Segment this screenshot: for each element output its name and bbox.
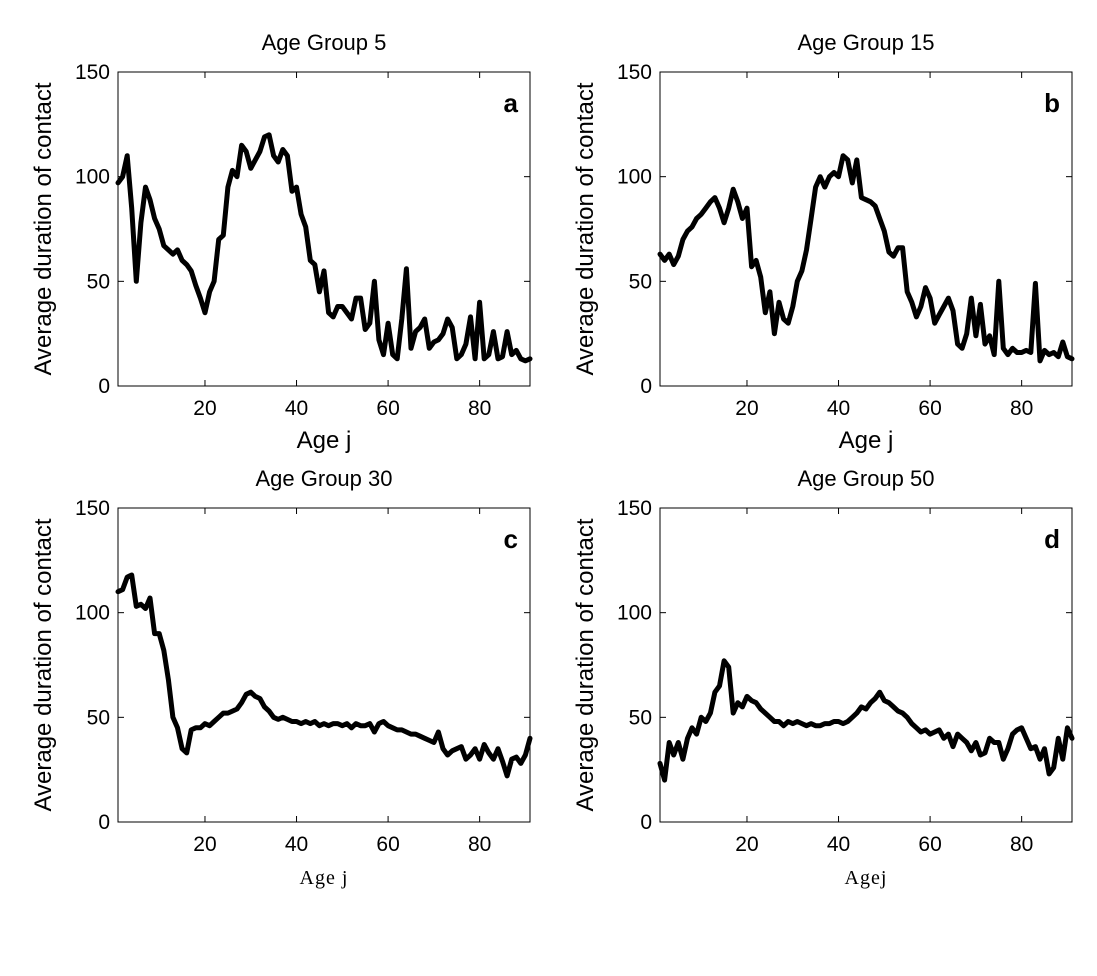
y-axis-label: Average duration of contact [30, 518, 57, 811]
series-line-b [657, 153, 1075, 364]
series-line-d [657, 658, 1075, 783]
subplot-d: Age Group 50 d 0 50 100 150 20 40 60 80 Agej Averag… [572, 466, 1075, 889]
panel-letter: c [504, 524, 518, 554]
chart-title: Age Group 5 [262, 30, 387, 55]
y-tick-label: 0 [98, 811, 110, 834]
axes-frame [659, 507, 1073, 823]
axes-frame [659, 71, 1073, 387]
x-tick-label: 20 [735, 397, 758, 420]
chart-title: Age Group 30 [256, 466, 393, 491]
panel-letter: b [1044, 88, 1060, 118]
x-tick-label: 40 [827, 833, 850, 856]
y-tick-label: 0 [640, 375, 652, 398]
y-axis-label: Average duration of contact [30, 82, 57, 375]
series-line-a [115, 132, 533, 364]
y-tick-label: 50 [629, 706, 652, 729]
axes-frame [117, 507, 531, 823]
x-axis-label: Age j [297, 427, 352, 454]
x-axis-label: Age j [300, 867, 349, 889]
subplot-b: Age Group 15 b 0 50 100 150 20 40 60 80 Age j Avera… [572, 30, 1075, 454]
x-tick-label: 80 [1010, 833, 1033, 856]
subplot-a: Age Group 5 a 0 50 100 150 20 40 60 80 Age j Averag… [30, 30, 533, 454]
y-tick-label: 100 [617, 166, 652, 189]
panel-letter: d [1044, 524, 1060, 554]
y-axis-label: Average duration of contact [572, 82, 599, 375]
y-tick-label: 0 [98, 375, 110, 398]
y-tick-label: 0 [640, 811, 652, 834]
subplot-c: Age Group 30 c 0 50 100 150 20 40 60 80 Age j Avera… [30, 466, 533, 889]
x-tick-label: 20 [735, 833, 758, 856]
y-tick-label: 50 [87, 270, 110, 293]
x-tick-label: 40 [827, 397, 850, 420]
x-axis-label: Agej [845, 867, 888, 889]
y-tick-label: 50 [87, 706, 110, 729]
series-line-c [115, 572, 533, 779]
axes-frame [117, 71, 531, 387]
x-tick-label: 80 [1010, 397, 1033, 420]
x-tick-label: 80 [468, 833, 491, 856]
x-tick-label: 20 [193, 833, 216, 856]
y-tick-label: 100 [75, 602, 110, 625]
x-tick-label: 40 [285, 833, 308, 856]
y-tick-label: 50 [629, 270, 652, 293]
chart-title: Age Group 15 [798, 30, 935, 55]
y-tick-label: 150 [617, 61, 652, 84]
panel-letter: a [504, 88, 519, 118]
y-axis-label: Average duration of contact [572, 518, 599, 811]
x-tick-label: 80 [468, 397, 491, 420]
x-tick-label: 60 [918, 397, 941, 420]
y-tick-label: 100 [617, 602, 652, 625]
x-tick-label: 20 [193, 397, 216, 420]
y-tick-label: 150 [75, 61, 110, 84]
x-tick-label: 40 [285, 397, 308, 420]
y-tick-label: 100 [75, 166, 110, 189]
chart-title: Age Group 50 [798, 466, 935, 491]
y-tick-label: 150 [75, 497, 110, 520]
x-tick-label: 60 [376, 397, 399, 420]
y-tick-label: 150 [617, 497, 652, 520]
x-tick-label: 60 [918, 833, 941, 856]
x-tick-label: 60 [376, 833, 399, 856]
x-axis-label: Age j [839, 427, 894, 454]
